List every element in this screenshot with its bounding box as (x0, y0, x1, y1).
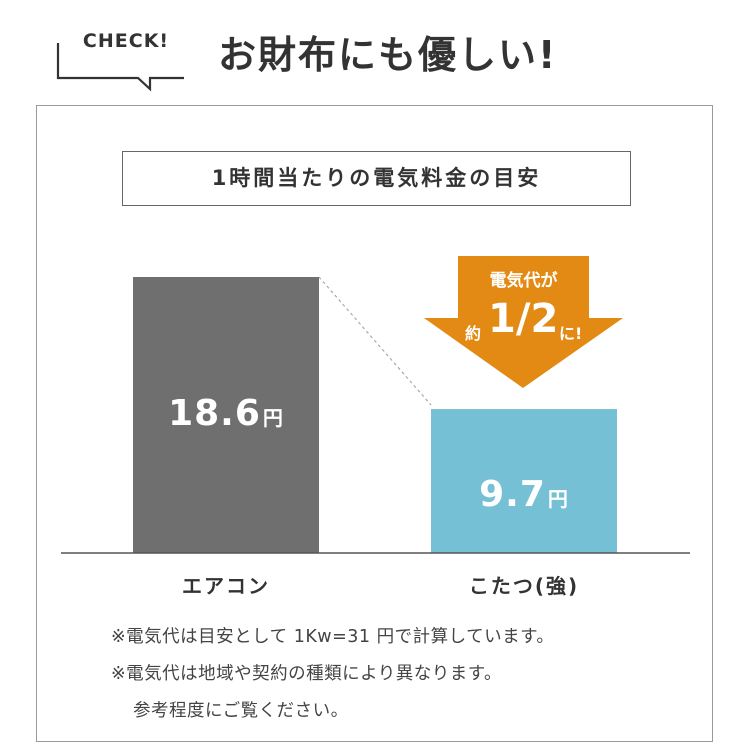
down-arrow-icon (424, 256, 623, 388)
note-3: 参考程度にご覧ください。 (133, 701, 349, 721)
check-speech-bubble-icon (56, 43, 184, 92)
badge-line1: 電気代が (489, 271, 558, 291)
page-headline: お財布にも優しい! (218, 33, 558, 77)
badge-suffix: に! (559, 324, 583, 343)
note-2: ※電気代は地域や契約の種類により異なります。 (111, 664, 503, 684)
check-label: CHECK! (82, 30, 170, 52)
value-number: 9.7 (479, 474, 546, 515)
chart-title: 1時間当たりの電気料金の目安 (122, 151, 631, 206)
category-label-aircon: エアコン (182, 574, 270, 598)
value-unit: 円 (547, 487, 569, 511)
bar-kotatsu (431, 409, 617, 553)
bar-aircon (133, 277, 319, 553)
value-number: 18.6 (168, 393, 261, 434)
badge-value: 1/2 (488, 296, 559, 342)
badge-prefix: 約 (465, 324, 482, 343)
bar-value-label-aircon: 18.6 円 (133, 393, 319, 434)
note-1: ※電気代は目安として 1Kw=31 円で計算しています。 (111, 627, 555, 647)
bar-value-label-kotatsu: 9.7 円 (431, 474, 617, 515)
connector-line (318, 276, 432, 406)
value-unit: 円 (262, 406, 284, 430)
info-panel (36, 105, 713, 742)
category-label-kotatsu: こたつ(強) (468, 574, 580, 598)
